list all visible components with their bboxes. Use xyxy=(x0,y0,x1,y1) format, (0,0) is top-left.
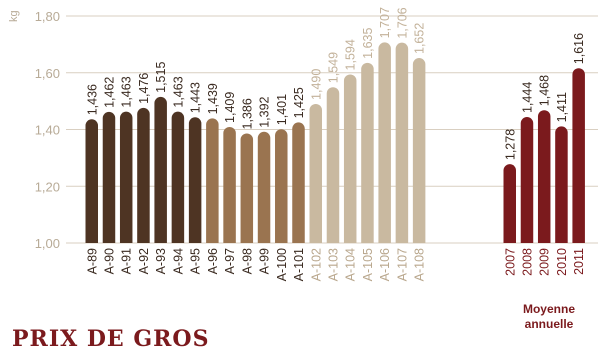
category-label: A-90 xyxy=(102,248,116,274)
value-label: 1,476 xyxy=(137,73,151,104)
value-label: 1,401 xyxy=(275,94,289,125)
value-label: 1,392 xyxy=(258,96,272,127)
bar xyxy=(206,118,219,243)
bar xyxy=(378,42,391,243)
bar xyxy=(119,111,133,243)
bar xyxy=(537,110,551,244)
y-unit-label: kg xyxy=(8,10,20,22)
category-label: A-97 xyxy=(223,248,237,274)
bar xyxy=(572,68,585,244)
bar xyxy=(361,62,374,243)
category-label: A-92 xyxy=(137,248,151,274)
value-label: 1,468 xyxy=(538,75,552,106)
bar xyxy=(240,133,254,243)
category-label: A-102 xyxy=(309,248,323,281)
category-label: A-103 xyxy=(326,248,340,281)
bar xyxy=(85,119,98,243)
value-label: 1,515 xyxy=(154,62,168,93)
category-label: A-89 xyxy=(85,248,99,274)
y-tick-label: 1,80 xyxy=(35,9,60,24)
category-label: A-99 xyxy=(258,248,272,274)
bar xyxy=(292,122,305,243)
category-label: 2011 xyxy=(572,248,586,275)
bar xyxy=(343,74,357,243)
category-label: A-91 xyxy=(120,248,134,274)
bar xyxy=(503,164,516,243)
category-label: A-101 xyxy=(292,248,306,281)
bar xyxy=(171,111,185,243)
bar xyxy=(154,96,167,244)
bar-chart: 1,00 1,20 1,40 1,60 1,80 kg 1,436 A-89 1,462 A-90… xyxy=(8,7,598,281)
value-label: 1,411 xyxy=(555,92,569,122)
bar xyxy=(555,126,568,243)
value-label: 1,594 xyxy=(344,39,358,70)
bar xyxy=(520,117,534,243)
category-label: 2010 xyxy=(555,248,569,276)
value-label: 1,652 xyxy=(413,23,427,54)
bar xyxy=(102,111,116,243)
category-label: A-95 xyxy=(189,248,203,274)
value-label: 1,463 xyxy=(120,76,134,107)
bar xyxy=(412,57,426,244)
category-label: A-104 xyxy=(344,248,358,281)
category-label: A-106 xyxy=(378,248,392,281)
value-label: 1,436 xyxy=(85,84,99,115)
category-label: A-96 xyxy=(206,248,220,274)
value-label: 1,443 xyxy=(189,82,203,113)
value-label: 1,444 xyxy=(520,82,534,113)
value-label: 1,386 xyxy=(240,98,254,129)
bar xyxy=(137,107,150,243)
value-label: 1,549 xyxy=(326,52,340,83)
y-tick-label: 1,20 xyxy=(35,179,60,194)
bar xyxy=(188,117,202,243)
value-label: 1,707 xyxy=(378,7,392,38)
value-label: 1,490 xyxy=(309,69,323,100)
value-label: 1,439 xyxy=(206,83,220,114)
bar xyxy=(257,131,271,243)
value-label: 1,462 xyxy=(102,77,116,108)
annual-average-label: Moyenne annuelle xyxy=(522,302,575,331)
value-label: 1,706 xyxy=(395,7,409,38)
category-label: 2008 xyxy=(520,248,534,276)
value-label: 1,616 xyxy=(572,33,586,64)
category-label: A-98 xyxy=(240,248,254,274)
bar xyxy=(326,87,340,243)
y-tick-label: 1,40 xyxy=(35,123,60,138)
category-label: A-105 xyxy=(361,248,375,281)
value-label: 1,278 xyxy=(503,129,517,160)
bar xyxy=(309,103,322,244)
category-label: 2009 xyxy=(538,248,552,276)
category-label: A-93 xyxy=(154,248,168,274)
value-label: 1,425 xyxy=(292,87,306,118)
value-label: 1,463 xyxy=(171,76,185,107)
category-label: A-108 xyxy=(413,248,427,281)
y-tick-label: 1,60 xyxy=(35,66,60,81)
category-label: 2007 xyxy=(503,248,517,276)
bar xyxy=(395,42,409,243)
category-label: A-100 xyxy=(275,248,289,281)
category-label: A-94 xyxy=(171,248,185,274)
category-label: A-107 xyxy=(395,248,409,281)
bar xyxy=(275,129,288,243)
footer-title: PRIX DE GROS xyxy=(12,326,210,352)
value-label: 1,635 xyxy=(361,27,375,58)
bar xyxy=(223,126,236,243)
y-tick-label: 1,00 xyxy=(35,236,60,251)
value-label: 1,409 xyxy=(223,92,237,123)
